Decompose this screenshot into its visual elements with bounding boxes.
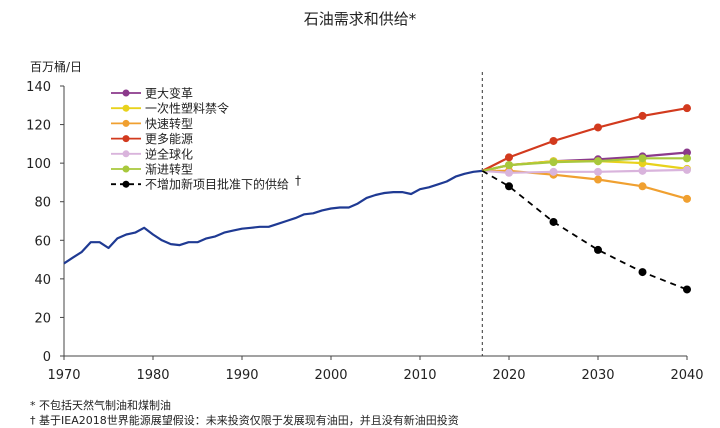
series-point-5 xyxy=(683,165,691,174)
x-tick-label: 1980 xyxy=(136,368,169,383)
legend-marker-4 xyxy=(122,135,130,143)
series-point-4 xyxy=(549,136,558,145)
legend-label-4: 更多能源 xyxy=(145,132,193,146)
series-point-7 xyxy=(638,268,647,277)
x-tick-label: 2040 xyxy=(670,368,703,383)
x-tick-label: 2000 xyxy=(314,368,347,383)
legend-dagger: † xyxy=(295,174,301,188)
legend-marker-1 xyxy=(122,89,130,97)
legend-label-7: 不增加新项目批准下的供给 † xyxy=(145,174,301,192)
y-tick-label: 0 xyxy=(43,350,51,365)
legend-label-2: 一次性塑料禁令 xyxy=(145,101,229,116)
series-point-5 xyxy=(594,167,602,176)
series-point-6 xyxy=(505,161,513,170)
series-point-3 xyxy=(683,194,691,203)
y-tick-label: 100 xyxy=(26,157,51,172)
x-tick-label: 2010 xyxy=(403,368,436,383)
legend-marker-7 xyxy=(122,180,130,188)
series-point-6 xyxy=(594,157,602,166)
legend-marker-6 xyxy=(122,165,130,173)
series-point-5 xyxy=(549,167,558,176)
series-point-7 xyxy=(505,182,513,191)
series-point-4 xyxy=(638,111,647,120)
series-line-7 xyxy=(481,170,688,291)
legend-marker-5 xyxy=(122,150,130,158)
legend-marker-3 xyxy=(122,119,130,127)
series-point-4 xyxy=(683,104,691,113)
y-tick-label: 140 xyxy=(26,80,51,95)
series-point-6 xyxy=(549,158,558,167)
series-line-5 xyxy=(482,168,688,174)
y-tick-label: 40 xyxy=(34,273,51,288)
legend-label-1: 更大变革 xyxy=(145,86,193,101)
series-point-5 xyxy=(638,166,647,175)
series-line-2 xyxy=(482,160,688,172)
series-point-7 xyxy=(594,245,602,254)
x-tick-label: 1990 xyxy=(225,368,258,383)
series-point-5 xyxy=(505,168,513,177)
x-tick-label: 2020 xyxy=(492,368,525,383)
series-point-6 xyxy=(683,154,691,163)
series-point-6 xyxy=(638,154,647,163)
series-point-3 xyxy=(638,182,647,191)
x-tick-label: 2030 xyxy=(581,368,614,383)
footnote-assumption: † 基于IEA2018世界能源展望假设：未来投资仅限于发展现有油田，并且没有新油… xyxy=(30,414,459,427)
series-point-4 xyxy=(594,123,602,132)
historical-demand-line xyxy=(63,169,483,265)
legend-marker-2 xyxy=(122,104,130,112)
series-point-7 xyxy=(683,285,691,294)
y-tick-label: 120 xyxy=(26,119,51,134)
legend-label-6: 渐进转型 xyxy=(145,162,193,177)
y-tick-label: 60 xyxy=(34,234,51,249)
series-line-4 xyxy=(481,107,688,172)
series-line-6 xyxy=(482,157,687,172)
footnote-excluded: * 不包括天然气制油和煤制油 xyxy=(30,399,171,412)
legend-label-3: 快速转型 xyxy=(145,116,193,131)
series-point-3 xyxy=(594,175,602,184)
legend-label-5: 逆全球化 xyxy=(145,146,193,161)
series-point-4 xyxy=(505,153,513,162)
chart-title: 石油需求和供给* xyxy=(304,10,417,28)
y-axis-label: 百万桶/日 xyxy=(30,59,82,74)
x-tick-label: 1970 xyxy=(47,368,80,383)
series-line-3 xyxy=(482,169,688,200)
y-tick-label: 20 xyxy=(34,311,51,326)
series-point-1 xyxy=(683,148,691,157)
series-point-7 xyxy=(549,217,558,226)
y-tick-label: 80 xyxy=(34,196,51,211)
